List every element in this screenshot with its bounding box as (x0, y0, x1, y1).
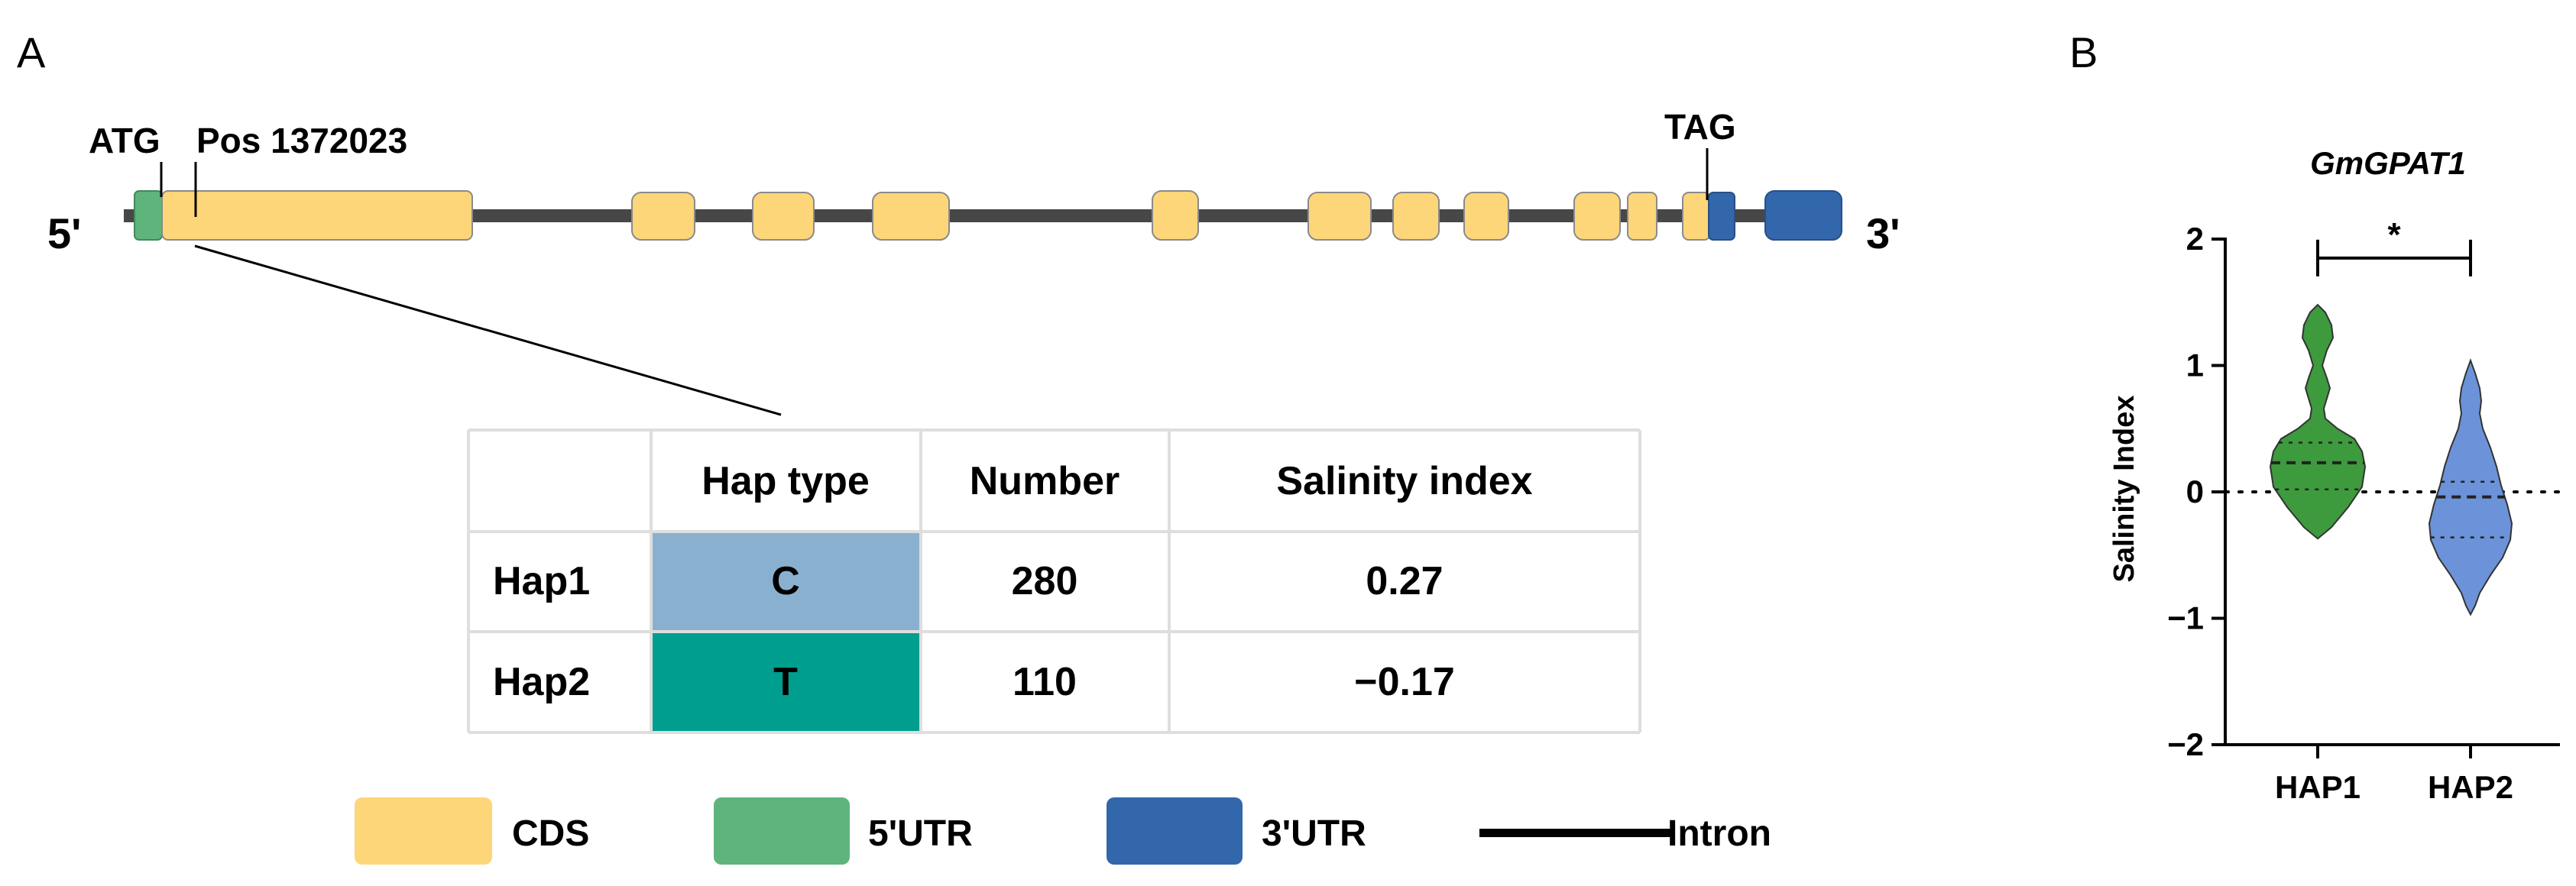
row1-number: 280 (1012, 559, 1078, 603)
row2-allele: T (773, 660, 798, 704)
row2-number: 110 (1013, 660, 1077, 704)
exon-10 (1627, 192, 1657, 241)
y-axis-label: Salinity Index (2108, 396, 2140, 583)
zoom-connector-line (194, 244, 782, 416)
legend-cds-swatch (355, 797, 492, 865)
table-grid (467, 428, 1641, 734)
legend-utr3-swatch (1107, 797, 1243, 865)
exon-6 (1307, 192, 1372, 241)
y-tick-label-2: 0 (2186, 474, 2204, 509)
y-tick-label-0: 2 (2186, 221, 2204, 257)
legend: CDS 5'UTR 3'UTR Intron (355, 797, 1771, 865)
y-tick-label-1: 1 (2186, 348, 2204, 383)
panel-b-label: B (2069, 28, 2098, 76)
exon-2 (631, 192, 695, 241)
violin-hap2 (2428, 357, 2513, 616)
utr3-block-a (1708, 192, 1735, 241)
y-tick-label-4: −2 (2167, 726, 2204, 762)
legend-utr3-label: 3'UTR (1262, 813, 1366, 854)
exon-8 (1463, 192, 1509, 241)
three-prime-label: 3' (1866, 209, 1900, 257)
legend-utr5-swatch (714, 797, 850, 865)
snp-position-label: Pos 1372023 (196, 121, 407, 160)
haplotype-table: Hap type Number Salinity index Hap1 C 28… (467, 428, 1641, 734)
row2-hap: Hap2 (493, 660, 590, 704)
row1-hap: Hap1 (493, 559, 590, 603)
utr5-block (134, 190, 163, 241)
stop-codon-label: TAG (1664, 107, 1736, 147)
legend-intron-line (1479, 829, 1675, 837)
legend-utr5-label: 5'UTR (868, 813, 973, 854)
hap1-allele-cell (651, 532, 921, 632)
row1-allele: C (771, 559, 800, 603)
exon-4 (872, 192, 950, 241)
significance-label: * (2387, 216, 2401, 254)
hap2-allele-cell (651, 632, 921, 732)
header-salinity-index: Salinity index (1276, 459, 1532, 503)
chart-title: GmGPAT1 (2310, 145, 2466, 181)
legend-intron-label: Intron (1667, 813, 1771, 854)
x-tick-label-hap1: HAP1 (2275, 769, 2361, 805)
row1-salinity-index: 0.27 (1366, 559, 1443, 603)
gene-model: 5' 3' ATG Pos 1372023 TAG (47, 107, 1900, 416)
header-hap-type: Hap type (702, 459, 870, 503)
violin-chart: 2 1 0 −1 −2 HAP1 HAP2 * (2167, 216, 2561, 805)
legend-cds-label: CDS (512, 813, 589, 854)
exon-5 (1152, 190, 1199, 241)
y-tick-label-3: −1 (2167, 600, 2204, 636)
row2-salinity-index: −0.17 (1354, 660, 1455, 704)
panel-a-label: A (17, 28, 46, 76)
header-number: Number (970, 459, 1120, 503)
exon-7 (1392, 192, 1440, 241)
x-tick-label-hap2: HAP2 (2428, 769, 2513, 805)
exon-9 (1573, 192, 1621, 241)
exon-3 (752, 192, 815, 241)
start-codon-label: ATG (89, 121, 160, 160)
five-prime-label: 5' (47, 209, 81, 257)
utr3-block-b (1764, 190, 1842, 241)
violin-hap1 (2269, 303, 2367, 540)
exon-1 (161, 190, 473, 241)
